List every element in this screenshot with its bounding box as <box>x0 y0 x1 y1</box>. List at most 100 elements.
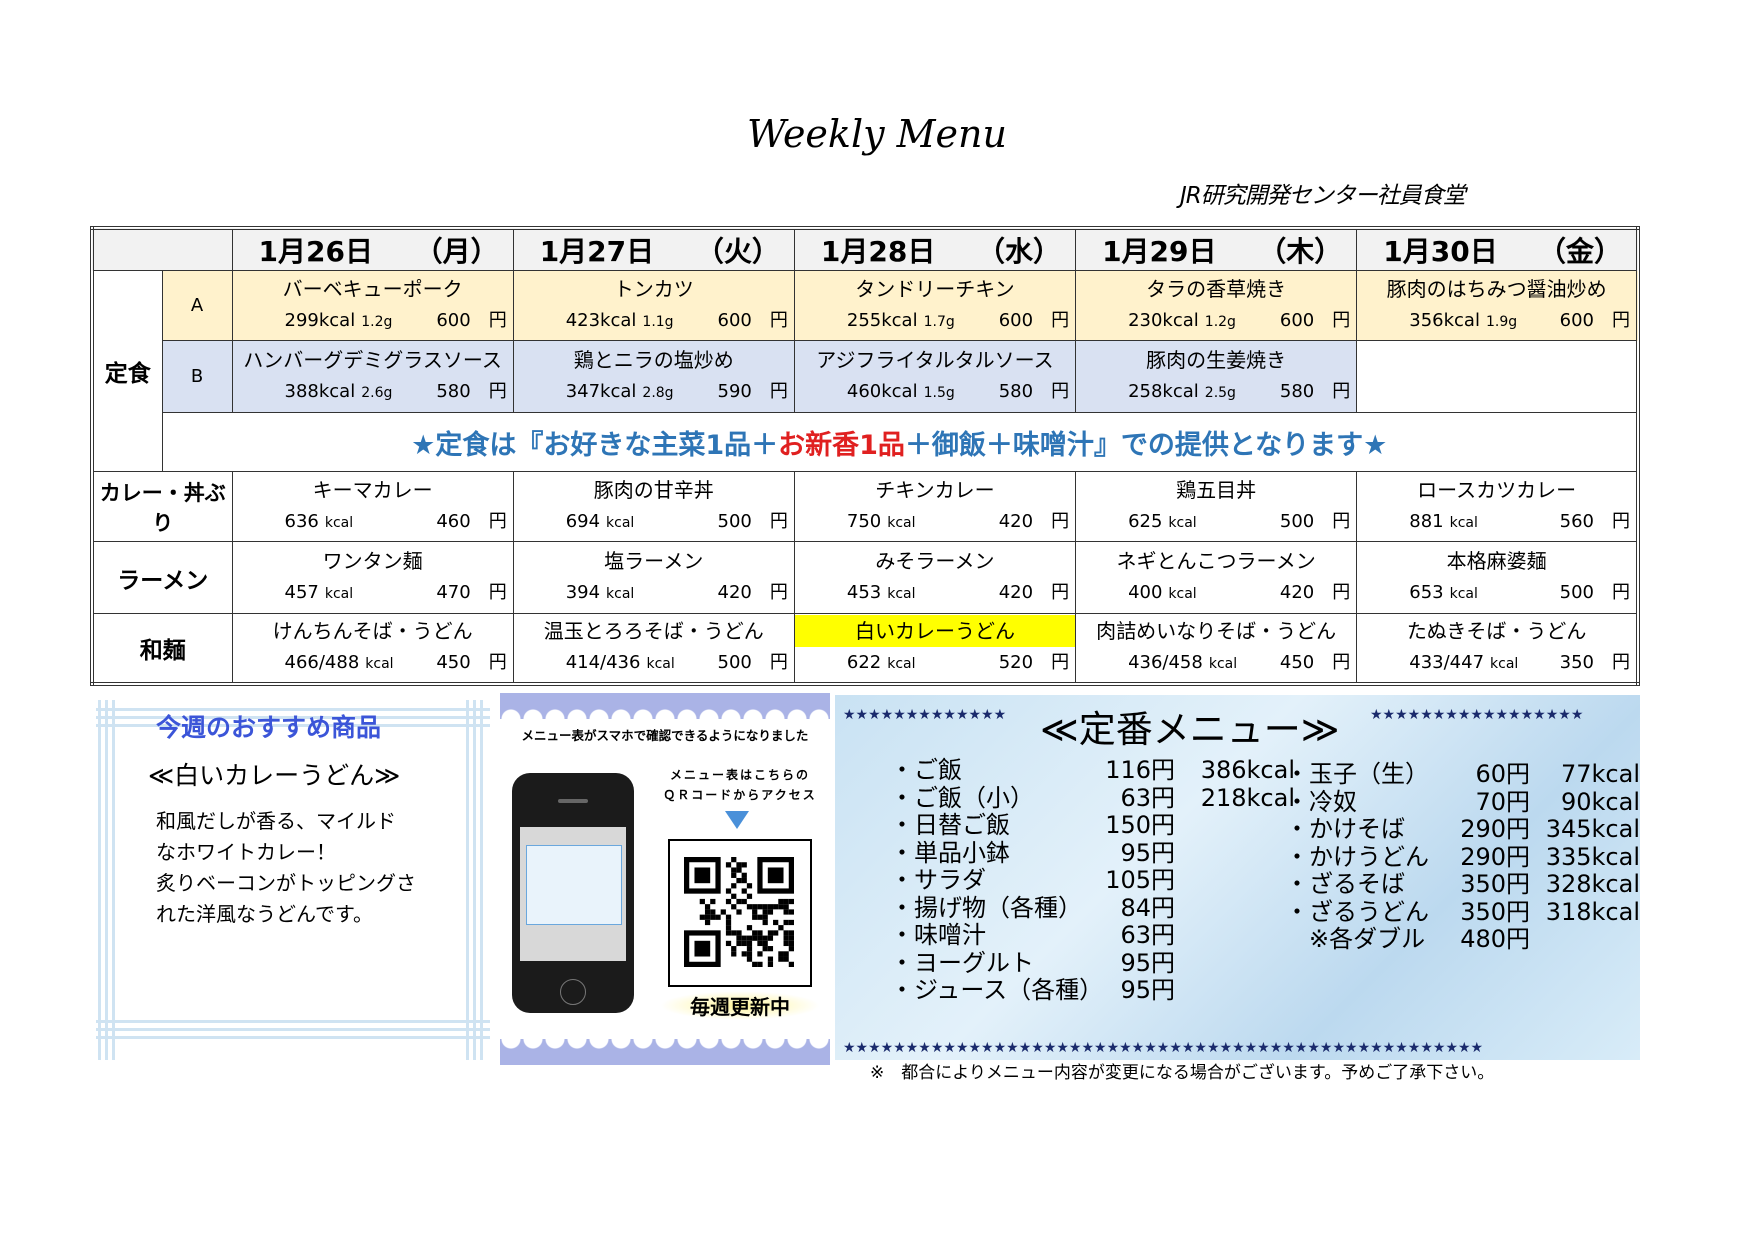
calories: 356kcal <box>1409 310 1480 331</box>
item-info: 299kcal 1.2g 600 円 <box>233 305 513 338</box>
kcal-unit: kcal <box>606 515 635 531</box>
yen-unit: 円 <box>488 310 507 331</box>
yen-unit: 円 <box>769 511 788 532</box>
menu-item: 豚肉の甘辛丼 694 kcal 500 円 <box>514 474 794 539</box>
item-info: 400 kcal 420 円 <box>1076 577 1356 610</box>
smartphone-illustration <box>512 773 634 1013</box>
item-calories <box>1175 977 1295 1005</box>
standard-menu-item: ・サラダ 105円 <box>890 866 1295 895</box>
item-price: 116円 <box>1105 756 1175 784</box>
item-name: トンカツ <box>613 277 694 301</box>
menu-cell: けんちんそば・うどん 466/488 kcal 450 円 <box>231 613 514 684</box>
item-price: 60円 <box>1475 760 1530 788</box>
item-name: 豚肉のはちみつ醤油炒め <box>1386 277 1607 301</box>
calories: 255kcal <box>846 310 918 331</box>
kcal-unit: kcal <box>1168 515 1197 531</box>
day-header: 1月29日 （木） <box>1075 227 1358 271</box>
page-title: Weekly Menu <box>746 112 1007 156</box>
item-price: 95円 <box>1120 838 1175 867</box>
item-info: 460kcal 1.5g 580 円 <box>795 376 1075 409</box>
menu-item: 鶏とニラの塩炒め 347kcal 2.8g 590 円 <box>514 344 794 409</box>
item-name: けんちんそば・うどん <box>272 619 473 644</box>
item-name: ・ご飯（小） <box>890 783 1034 812</box>
item-name: ・ざるそば <box>1285 870 1405 898</box>
price: 420 <box>717 582 752 603</box>
description-line: れた洋風なうどんです。 <box>156 902 373 926</box>
menu-item: ロースカツカレー 881 kcal 560 円 <box>1357 474 1636 539</box>
price: 460 <box>436 511 471 532</box>
item-name: ・玉子（生） <box>1285 760 1429 788</box>
menu-item: ワンタン麺 457 kcal 470 円 <box>233 545 513 610</box>
salt: 2.6g <box>361 385 393 401</box>
item-calories <box>1175 812 1295 840</box>
category-label: ラーメン <box>91 541 233 614</box>
item-name: タラの香草焼き <box>1146 277 1287 301</box>
calories: 414/436 <box>565 652 641 674</box>
date: 1月26日 <box>258 235 373 268</box>
weekday: （月） <box>414 235 499 268</box>
menu-item: ネギとんこつラーメン 400 kcal 420 円 <box>1076 545 1356 610</box>
item-calories: 77kcal <box>1560 760 1640 788</box>
item-name: ・かけうどん <box>1285 842 1429 871</box>
date: 1月27日 <box>539 235 655 268</box>
standard-menu-right: ・玉子（生） 60円 77kcal ・冷奴 70円 90kcal ・かけそば 290円 345k… <box>1285 760 1640 954</box>
yen-unit: 円 <box>1612 652 1630 674</box>
home-button-icon <box>560 979 586 1005</box>
qr-panel: メニュー表がスマホで確認できるようになりました メニュー表はこちらの ＱＲコード… <box>500 693 830 1065</box>
menu-item: ハンバーグデミグラスソース 388kcal 2.6g 580 円 <box>233 344 513 409</box>
price: 600 <box>998 310 1034 331</box>
item-price: 290円 <box>1460 815 1530 843</box>
arrow-down-icon <box>725 811 749 829</box>
yen-unit: 円 <box>488 511 507 532</box>
recommended-item: ≪白いカレーうどん≫ <box>148 761 401 790</box>
item-price: 70円 <box>1475 787 1530 816</box>
weekday: （木） <box>1258 235 1343 268</box>
item-calories <box>1175 922 1295 950</box>
price: 580 <box>436 381 471 402</box>
standard-menu-item: ・ご飯（小） 63円 218kcal <box>890 783 1295 813</box>
item-info: 750 kcal 420 円 <box>795 506 1075 539</box>
menu-item: 鶏五目丼 625 kcal 500 円 <box>1076 474 1356 539</box>
price: 560 <box>1559 511 1594 532</box>
calories: 394 <box>565 582 601 603</box>
kcal-unit: kcal <box>1208 656 1238 673</box>
teishoku-notice-row: ★定食は『お好きな主菜1品＋お新香1品＋御飯＋味噌汁』での提供となります★ <box>92 412 1639 472</box>
date: 1月30日 <box>1383 235 1498 268</box>
date: 1月29日 <box>1102 235 1217 268</box>
kcal-unit: kcal <box>324 586 354 602</box>
kcal-unit: kcal <box>887 515 916 531</box>
item-price: 480円 <box>1460 925 1530 953</box>
salt: 2.8g <box>642 385 674 401</box>
yen-unit: 円 <box>1051 381 1070 402</box>
item-calories <box>1530 926 1640 954</box>
item-name: ・かけそば <box>1285 815 1405 843</box>
item-info: 433/447 kcal 350 円 <box>1357 647 1636 680</box>
qr-code[interactable] <box>668 839 812 987</box>
calories: 230kcal <box>1128 310 1199 331</box>
menu-item: 豚肉のはちみつ醤油炒め 356kcal 1.9g 600 円 <box>1357 273 1636 338</box>
item-name: ・揚げ物（各種） <box>890 893 1082 922</box>
item-info: 457 kcal 470 円 <box>233 577 513 610</box>
calories: 622 <box>846 652 882 674</box>
item-calories: 218kcal <box>1200 783 1295 812</box>
item-name: アジフライタルタルソース <box>816 348 1054 372</box>
day-header: 1月28日 （水） <box>793 227 1077 271</box>
calories: 460kcal <box>846 381 918 402</box>
standard-menu-item: ・ヨーグルト 95円 <box>890 949 1295 978</box>
menu-item: 温玉とろろそば・うどん 414/436 kcal 500 円 <box>514 615 794 680</box>
notice-text: ★定食は『お好きな主菜1品＋ <box>411 429 779 461</box>
weekly-update-badge: 毎週更新中 <box>660 991 820 1020</box>
menu-cell: バーベキューポーク 299kcal 1.2g 600 円 <box>231 270 514 341</box>
item-name: ・サラダ <box>890 866 986 894</box>
item-info: 636 kcal 460 円 <box>233 506 513 539</box>
kcal-unit: kcal <box>1449 586 1478 602</box>
item-price: 63円 <box>1120 921 1175 949</box>
salt: 1.5g <box>923 385 955 401</box>
item-info: 230kcal 1.2g 600 円 <box>1076 305 1356 338</box>
item-name: タンドリーチキン <box>855 277 1015 301</box>
set-a-label: A <box>161 270 233 341</box>
item-calories <box>1175 840 1295 868</box>
menu-cell: 本格麻婆麺 653 kcal 500 円 <box>1356 541 1639 614</box>
yen-unit: 円 <box>1332 310 1351 331</box>
menu-cell: チキンカレー 750 kcal 420 円 <box>793 471 1077 542</box>
